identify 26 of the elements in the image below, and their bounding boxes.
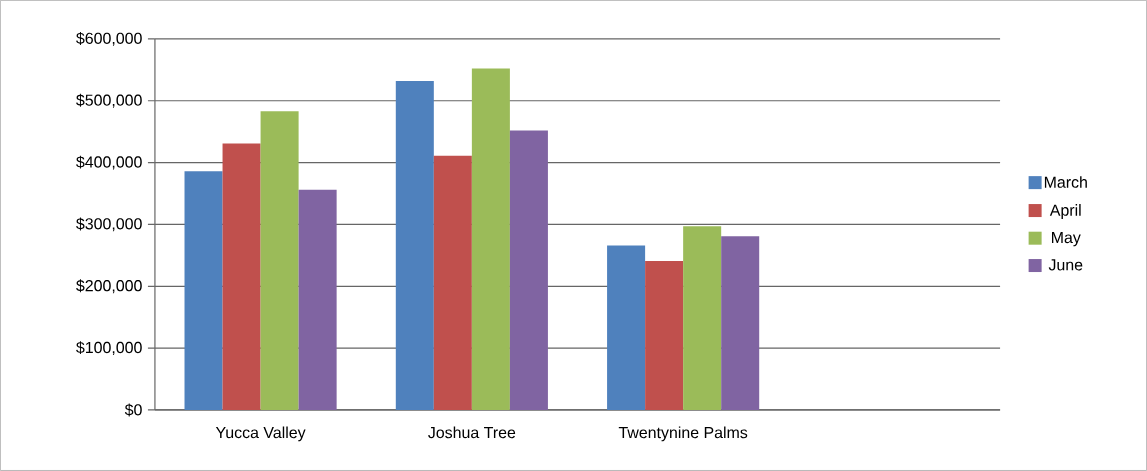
y-tick-label: $200,000 [76, 279, 142, 294]
legend-label: June [1048, 259, 1083, 271]
bar [298, 189, 337, 411]
x-tick-label: Joshua Tree [428, 426, 516, 439]
y-tick-label: $100,000 [76, 341, 142, 356]
bar [683, 226, 722, 411]
y-tick-label: $400,000 [76, 155, 142, 170]
y-tick-label: $600,000 [76, 32, 142, 46]
bar [721, 236, 760, 411]
legend-label: March [1044, 176, 1087, 188]
bar [395, 81, 434, 411]
y-tick-label: $500,000 [76, 93, 142, 108]
legend-label: May [1052, 232, 1081, 247]
bar [184, 171, 223, 411]
bar [645, 260, 684, 411]
legend-label: April [1049, 204, 1081, 220]
bar [509, 130, 548, 411]
x-tick-label: Twentynine Palms [618, 426, 748, 442]
bar [607, 245, 646, 411]
bar [222, 143, 261, 411]
x-tick-label: Yucca Valley [215, 426, 306, 442]
bar [260, 111, 299, 411]
bar [433, 155, 472, 411]
y-tick-label: $300,000 [76, 217, 142, 232]
y-tick-label: $0 [124, 403, 142, 417]
bar [471, 68, 510, 411]
